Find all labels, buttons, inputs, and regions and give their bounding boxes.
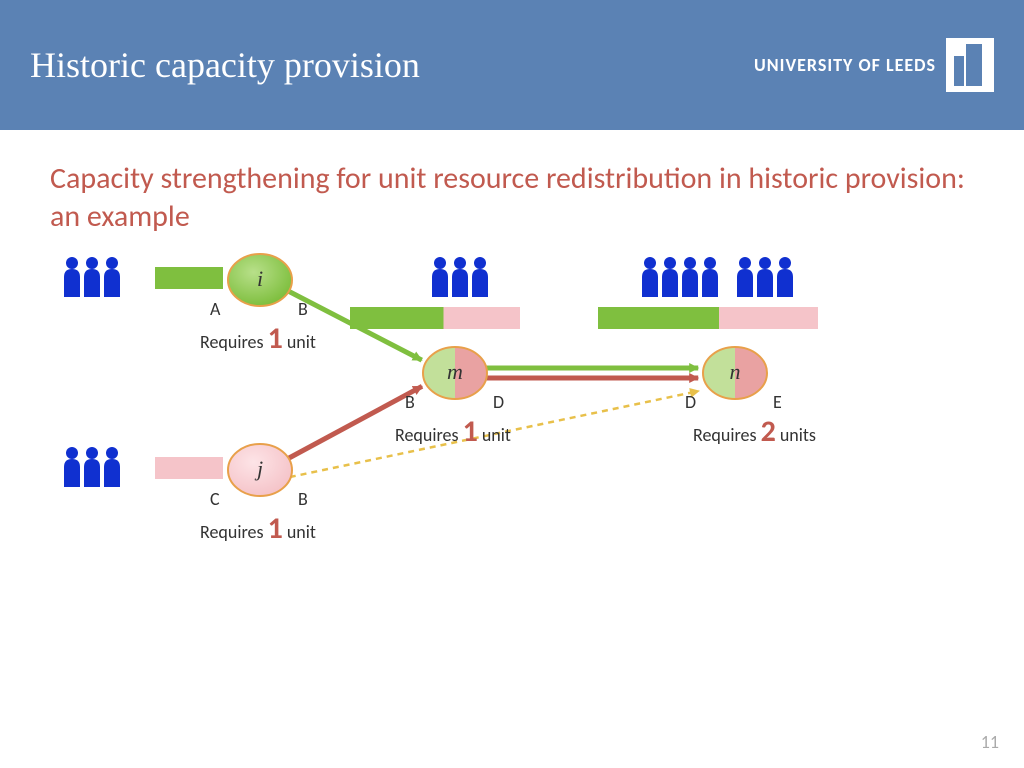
slide-title: Historic capacity provision xyxy=(30,44,420,86)
page-number: 11 xyxy=(981,731,999,753)
node-letter: B xyxy=(298,488,308,510)
requires-label: Requires 1 unit xyxy=(395,413,511,450)
diagram-svg: ijmn xyxy=(0,245,1024,745)
node-letter: B xyxy=(405,391,415,413)
subtitle: Capacity strengthening for unit resource… xyxy=(0,130,1024,245)
diagram-canvas: ijmn ABRequires 1 unitCBRequires 1 unitB… xyxy=(0,245,1024,745)
node-letter: D xyxy=(493,391,504,413)
logo-mark xyxy=(946,38,994,92)
svg-text:m: m xyxy=(447,359,463,384)
requires-label: Requires 2 units xyxy=(693,413,816,450)
university-logo: UNIVERSITY OF LEEDS xyxy=(754,38,994,92)
node-letter: E xyxy=(773,391,782,413)
svg-text:n: n xyxy=(730,359,741,384)
requires-label: Requires 1 unit xyxy=(200,510,316,547)
node-letter: D xyxy=(685,391,696,413)
node-letter: A xyxy=(210,298,220,320)
node-letter: C xyxy=(210,488,220,510)
svg-text:i: i xyxy=(257,266,263,291)
node-letter: B xyxy=(298,298,308,320)
slide-header: Historic capacity provision UNIVERSITY O… xyxy=(0,0,1024,130)
requires-label: Requires 1 unit xyxy=(200,320,316,357)
org-name: UNIVERSITY OF LEEDS xyxy=(754,54,936,76)
